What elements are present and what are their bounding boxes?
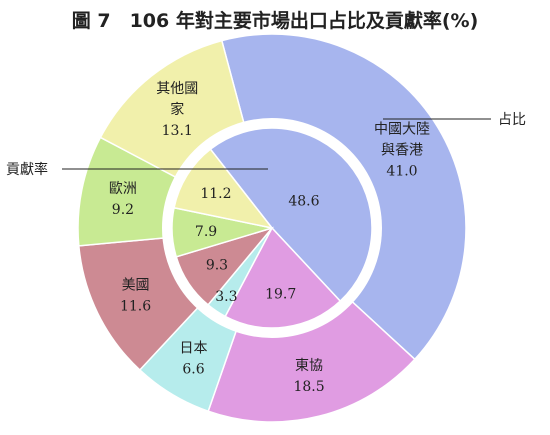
outer-label-4-line-0: 歐洲 <box>109 181 137 197</box>
chart-title: 圖 7 106 年對主要市場出口占比及貢獻率(%) <box>71 10 479 32</box>
inner-slice-1 <box>224 226 342 329</box>
outer-ring-annotation: 占比 <box>383 112 526 128</box>
outer-label-1-value: 18.5 <box>293 379 324 395</box>
outer-label-2-line-0: 日本 <box>180 341 208 357</box>
outer-label-0-line-1: 與香港 <box>381 142 423 158</box>
outer-label-1-line-0: 東協 <box>295 358 323 374</box>
outer-ring-annotation-label: 占比 <box>498 112 526 128</box>
outer-label-4-value: 9.2 <box>112 202 134 218</box>
outer-label-3-line-0: 美國 <box>122 278 150 294</box>
outer-label-2-value: 6.6 <box>182 362 204 378</box>
inner-label-0-value: 48.6 <box>288 194 319 210</box>
outer-label-3-value: 11.6 <box>120 299 151 315</box>
outer-label-5-value: 13.1 <box>162 123 193 139</box>
inner-slice-0 <box>209 127 373 303</box>
inner-pie-annotation-label: 貢獻率 <box>6 161 48 178</box>
outer-label-5-line-1: 家 <box>170 101 184 118</box>
outer-label-5-line-0: 其他國 <box>156 81 198 97</box>
inner-pie <box>171 127 373 329</box>
inner-label-5-value: 11.2 <box>200 186 231 202</box>
inner-label-2-value: 3.3 <box>215 289 237 305</box>
inner-label-3-value: 9.3 <box>206 257 228 273</box>
outer-label-0-line-0: 中國大陸 <box>374 121 430 137</box>
inner-pie-annotation: 貢獻率 <box>6 161 268 178</box>
inner-label-1-value: 19.7 <box>265 286 296 302</box>
inner-label-4-value: 7.9 <box>195 224 217 240</box>
outer-label-0-value: 41.0 <box>386 163 417 179</box>
ring-separator <box>162 118 382 338</box>
